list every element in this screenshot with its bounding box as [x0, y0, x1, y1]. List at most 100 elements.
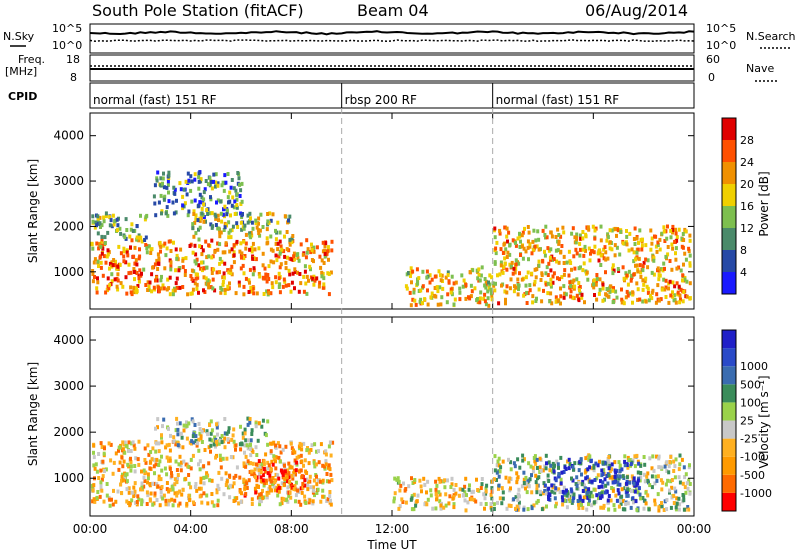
power-cell: [433, 274, 437, 279]
y-tick-label: 2000: [53, 219, 84, 233]
power-cell: [311, 276, 315, 281]
power-cell: [285, 247, 289, 252]
x-tick-label: 20:00: [576, 522, 611, 536]
velocity-cell: [276, 493, 280, 498]
power-cell: [606, 294, 610, 299]
velocity-cell: [419, 484, 423, 489]
power-cell: [269, 234, 273, 239]
velocity-cell: [553, 490, 557, 495]
power-cell: [284, 283, 288, 288]
power-cell: [681, 232, 685, 236]
power-cell: [122, 246, 126, 251]
velocity-cell: [160, 485, 164, 489]
power-cell: [232, 243, 236, 248]
power-cell: [90, 242, 94, 247]
power-cell: [583, 244, 587, 249]
velocity-cell: [603, 460, 607, 465]
velocity-cell: [618, 482, 622, 487]
velocity-cell: [263, 481, 267, 486]
power-cell: [635, 281, 639, 286]
power-cell: [484, 282, 488, 287]
power-cell: [527, 257, 530, 262]
power-cell: [290, 280, 294, 285]
power-cell: [136, 284, 140, 288]
cpid-label: CPID: [8, 90, 37, 103]
power-cell: [110, 224, 114, 229]
velocity-cell: [254, 424, 258, 429]
velocity-cell: [684, 490, 688, 495]
power-cell: [287, 283, 291, 288]
velocity-cell: [274, 443, 278, 448]
velocity-cell: [234, 447, 237, 452]
power-cell: [108, 261, 112, 266]
velocity-cell: [228, 495, 232, 500]
power-cell: [157, 200, 161, 205]
power-cell: [581, 236, 585, 241]
velocity-cell: [143, 479, 147, 483]
power-cell: [219, 230, 223, 235]
power-cell: [416, 280, 420, 285]
power-cell: [116, 272, 120, 277]
power-cell: [302, 289, 306, 294]
power-cell: [677, 265, 681, 270]
velocity-cell: [313, 442, 317, 447]
power-cell: [111, 263, 115, 268]
velocity-cell: [524, 475, 528, 480]
power-cell: [132, 254, 136, 259]
velocity-cell: [321, 478, 325, 483]
power-cell: [231, 195, 235, 200]
power-cell: [546, 246, 550, 251]
velocity-cell: [610, 486, 614, 490]
power-cell: [98, 242, 102, 247]
velocity-cell: [175, 468, 179, 472]
power-cell: [129, 227, 133, 232]
power-cell: [167, 173, 171, 178]
power-cell: [458, 297, 462, 302]
velocity-cell: [293, 458, 297, 463]
power-cell: [242, 239, 246, 244]
power-cell: [138, 268, 142, 273]
velocity-cell: [207, 461, 211, 466]
velocity-cell: [217, 487, 221, 491]
velocity-cell: [319, 499, 323, 504]
power-cell: [290, 257, 294, 262]
velocity-cell: [683, 475, 687, 480]
velocity-cell: [291, 450, 295, 455]
power-cell: [537, 247, 541, 252]
power-cell: [106, 230, 110, 235]
velocity-cell: [245, 486, 249, 490]
power-cell: [411, 297, 415, 302]
velocity-cell: [101, 474, 105, 479]
power-cell: [164, 211, 168, 216]
velocity-cell: [674, 489, 678, 494]
power-cell: [575, 232, 579, 237]
power-cell: [599, 224, 603, 229]
velocity-cell: [522, 470, 526, 475]
velocity-cell: [512, 461, 516, 466]
power-cell: [641, 237, 644, 242]
velocity-cell: [207, 445, 211, 450]
power-cell: [223, 225, 227, 230]
power-cell: [137, 276, 141, 281]
power-cell: [175, 198, 178, 203]
power-cell: [677, 227, 681, 232]
velocity-cell: [194, 482, 198, 486]
velocity-cell: [639, 475, 643, 480]
velocity-cell: [516, 507, 520, 512]
velocity-colorbar-swatch: [722, 492, 736, 511]
power-cell: [279, 244, 283, 249]
power-cell: [659, 297, 663, 302]
velocity-cell: [102, 451, 106, 456]
power-cell: [594, 279, 598, 284]
y-tick-label: 3000: [53, 174, 84, 188]
power-cell: [162, 197, 166, 202]
velocity-cell: [554, 501, 558, 506]
power-cell: [155, 176, 159, 181]
power-cell: [231, 224, 235, 229]
power-cell: [549, 257, 552, 262]
power-cell: [313, 278, 317, 283]
power-cell: [543, 249, 546, 254]
power-cell: [161, 181, 164, 186]
power-cell: [632, 237, 636, 241]
power-cell: [307, 278, 310, 283]
